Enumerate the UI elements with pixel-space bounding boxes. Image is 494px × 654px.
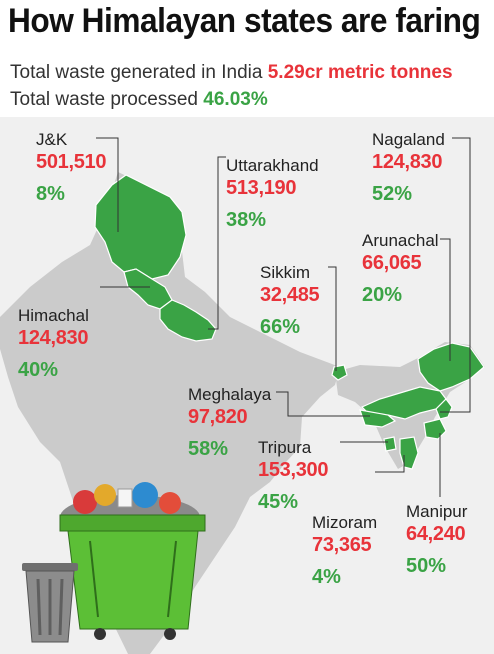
state-label-meghalaya: Meghalaya 97,820 58% [188,384,271,461]
map-panel: J&K 501,510 8% Uttarakhand 513,190 38% N… [0,117,494,654]
mizoram-shape [399,436,419,470]
state-name: Meghalaya [188,385,272,404]
state-label-tripura: Tripura 153,300 45% [258,437,329,514]
state-name: Arunachal [362,231,439,250]
state-waste-tonnes: 124,830 [18,327,89,349]
state-processed-percent: 4% [312,566,341,588]
sikkim-leader-line [328,266,337,371]
uttarakhand-leader-line [208,156,226,330]
total-processed-value: 46.03% [203,89,268,110]
state-label-nagaland: Nagaland 124,830 52% [372,129,445,206]
state-name: Tripura [258,438,312,457]
state-waste-tonnes: 66,065 [362,252,422,274]
total-processed-label: Total waste processed [10,89,198,110]
state-waste-tonnes: 97,820 [188,406,248,428]
state-label-arunachal: Arunachal 66,065 20% [362,230,439,307]
india-map [0,137,485,654]
state-processed-percent: 40% [18,359,59,381]
meghalaya-leader-line [276,391,370,417]
state-label-jk: J&K 501,510 8% [36,129,107,206]
trash-can-icon [22,563,78,643]
state-processed-percent: 45% [258,491,299,513]
state-label-uttarakhand: Uttarakhand 513,190 38% [226,155,319,232]
jk-leader-line [96,137,119,232]
state-name: J&K [36,130,68,149]
state-name: Mizoram [312,513,378,532]
tripura-shape [383,436,397,452]
total-generated-label: Total waste generated in India [10,62,263,83]
state-waste-tonnes: 32,485 [260,284,320,306]
total-generated-stat: Total waste generated in India 5.29cr me… [10,62,453,84]
page-title: How Himalayan states are faring [8,2,481,40]
state-processed-percent: 58% [188,438,229,460]
state-waste-tonnes: 73,365 [312,534,372,556]
arunachal-leader-line [440,238,451,361]
state-waste-tonnes: 513,190 [226,177,297,199]
state-waste-tonnes: 124,830 [372,151,443,173]
manipur-shape [423,418,447,440]
state-processed-percent: 50% [406,555,447,577]
garbage-dumpster-icon [59,482,206,640]
state-processed-percent: 8% [36,183,65,205]
meghalaya-shape [359,409,397,428]
state-processed-percent: 52% [372,183,413,205]
mizoram-leader-line [375,455,405,473]
total-generated-value: 5.29cr metric tonnes [267,62,453,83]
state-processed-percent: 66% [260,316,301,338]
state-name: Himachal [18,306,89,325]
state-name: Nagaland [372,130,445,149]
state-waste-tonnes: 501,510 [36,151,107,173]
uttarakhand-shape [159,299,217,342]
state-name: Uttarakhand [226,156,319,175]
state-waste-tonnes: 153,300 [258,459,329,481]
state-name: Manipur [406,502,468,521]
state-label-manipur: Manipur 64,240 50% [406,501,467,578]
state-label-himachal: Himachal 124,830 40% [18,305,89,382]
state-waste-tonnes: 64,240 [406,523,466,545]
state-name: Sikkim [260,263,311,282]
total-processed-stat: Total waste processed 46.03% [10,89,268,111]
state-label-sikkim: Sikkim 32,485 66% [260,262,320,339]
nagaland-leader-line [440,137,471,413]
state-processed-percent: 38% [226,209,267,231]
state-processed-percent: 20% [362,284,403,306]
state-label-mizoram: Mizoram 73,365 4% [312,512,377,589]
